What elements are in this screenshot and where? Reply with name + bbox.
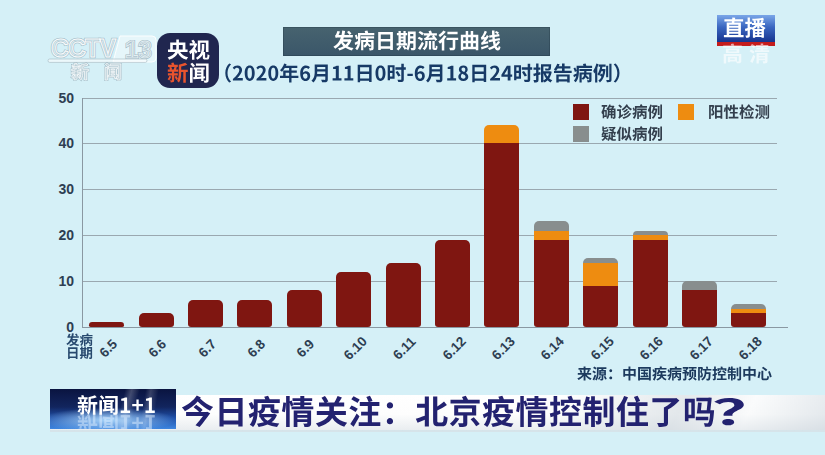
- svg-text:CCTV: CCTV: [51, 34, 116, 62]
